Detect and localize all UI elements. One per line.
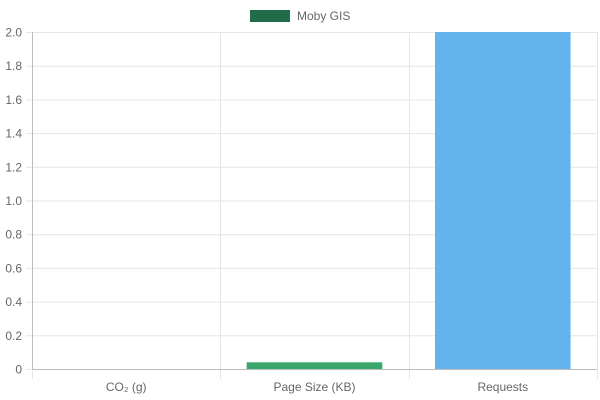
y-axis-ticks: 0 0.2 0.4 0.6 0.8 1.0 1.2 1.4 1.6 1.8 2.0: [5, 26, 32, 377]
bars: [246, 32, 571, 369]
y-tick-label: 0.8: [5, 228, 22, 242]
x-axis-ticks: CO₂ (g) Page Size (KB) Requests: [106, 380, 528, 394]
x-tick-label: Page Size (KB): [273, 380, 355, 394]
y-tick-label: 1.2: [5, 160, 22, 174]
bar-2: [435, 32, 571, 369]
y-tick-label: 1.8: [5, 59, 22, 73]
legend-swatch: [250, 10, 290, 22]
y-tick-label: 1.6: [5, 93, 22, 107]
bar-1: [246, 362, 383, 369]
y-tick-label: 0.4: [5, 295, 22, 309]
y-tick-label: 0.2: [5, 329, 22, 343]
legend-label-moby-gis: Moby GIS: [297, 9, 350, 23]
axes: [32, 32, 597, 370]
y-tick-label: 2.0: [5, 26, 22, 40]
y-tick-label: 0: [15, 363, 22, 377]
y-tick-label: 0.6: [5, 261, 22, 275]
x-tick-label: CO₂ (g): [106, 380, 147, 394]
y-tick-label: 1.4: [5, 127, 22, 141]
y-tick-label: 1.0: [5, 194, 22, 208]
x-tick-label: Requests: [477, 380, 528, 394]
legend[interactable]: Moby GIS: [250, 9, 350, 23]
